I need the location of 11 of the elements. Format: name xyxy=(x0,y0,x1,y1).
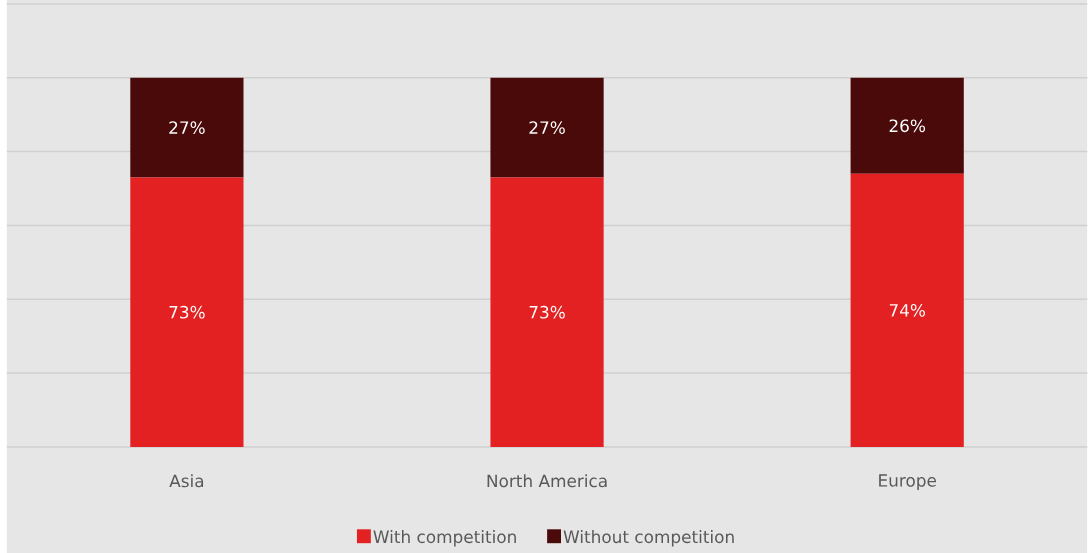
data-label: 74% xyxy=(889,303,926,317)
legend-label: Without competition xyxy=(563,530,734,547)
data-label: 73% xyxy=(169,305,205,319)
data-label: 26% xyxy=(889,119,926,133)
data-label: 27% xyxy=(529,121,565,134)
x-tick-label: Europe xyxy=(879,474,936,490)
x-tick-label: Asia xyxy=(169,474,204,488)
data-label: 27% xyxy=(169,121,205,134)
data-label: 73% xyxy=(529,305,565,319)
x-tick-label: North America xyxy=(487,474,607,488)
legend-label: With competition xyxy=(373,530,516,547)
